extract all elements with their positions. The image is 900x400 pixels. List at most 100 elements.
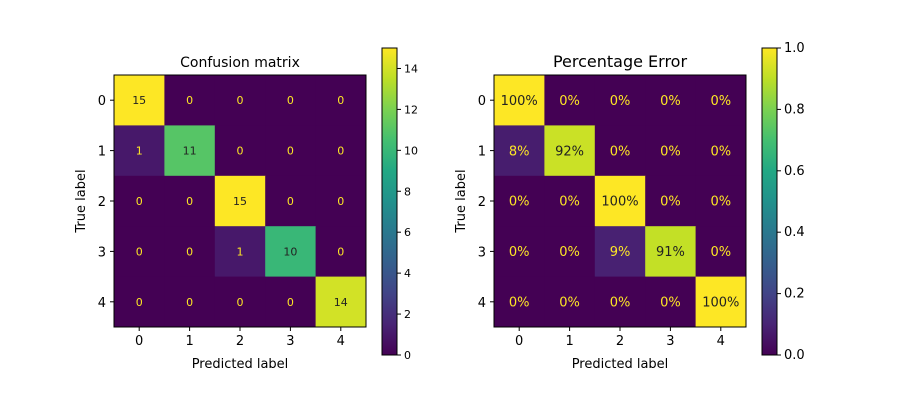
colorbar-tick-label: 0.6 [784, 164, 805, 179]
x-tick-label: 1 [185, 334, 193, 349]
heatmap-cell-r3-c4 [315, 226, 367, 278]
colorbar-tick-label: 0.8 [784, 102, 805, 117]
heatmap-cell-r1-c1 [164, 125, 216, 177]
heatmap-cell-r4-c4 [315, 276, 367, 328]
cell-label-r0-c2: 0% [610, 94, 631, 109]
cell-label-r1-c4: 0% [710, 144, 731, 159]
heatmap-cell-r2-c1 [544, 175, 596, 227]
y-tick-label: 0 [478, 94, 486, 109]
cell-label-r0-c3: 0% [660, 94, 681, 109]
x-tick-label: 0 [135, 334, 143, 349]
colorbar-tick-label: 0 [404, 349, 411, 362]
cell-label-r4-c2: 0 [237, 296, 244, 309]
colorbar-tick-label: 14 [404, 62, 418, 75]
heatmap-cells [114, 75, 367, 328]
heatmap-cell-r0-c4 [695, 75, 747, 126]
heatmap-cell-r0-c1 [544, 75, 596, 126]
y-tick-label: 1 [98, 145, 106, 160]
cell-label-r3-c4: 0% [710, 245, 731, 260]
cell-label-r2-c2: 15 [233, 195, 247, 208]
heatmap-cell-r1-c3 [265, 125, 317, 177]
cell-label-r2-c4: 0% [710, 195, 731, 210]
heatmap-cells [494, 75, 747, 328]
confusion-matrix-panel: Confusion matrix 15 0 0 0 01 11 0 0 00 0 15 0 00 0 1 10… [74, 47, 418, 372]
heatmap-cell-r2-c2 [214, 175, 266, 227]
cell-label-r4-c3: 0 [287, 296, 294, 309]
cell-label-r4-c3: 0% [660, 295, 681, 310]
heatmap-cell-r3-c3 [265, 226, 317, 278]
heatmap-cell-r4-c1 [544, 276, 596, 328]
y-axis-label: True label [74, 169, 89, 233]
colorbar-tick-label: 2 [404, 308, 411, 321]
heatmap-cell-r2-c0 [494, 175, 545, 227]
heatmap-cell-r1-c1 [544, 125, 596, 177]
cell-label-r4-c4: 100% [702, 295, 739, 310]
cell-label-r1-c4: 0 [337, 145, 344, 158]
heatmap-cell-r2-c2 [594, 175, 646, 227]
y-tick-label: 2 [478, 195, 486, 210]
heatmap-cell-r0-c1 [164, 75, 216, 126]
y-tick-label: 1 [478, 145, 486, 160]
heatmap-cell-r1-c2 [594, 125, 646, 177]
cell-label-r3-c0: 0 [136, 245, 143, 258]
heatmap-cell-r2-c3 [265, 175, 317, 227]
heatmap-cell-r3-c1 [164, 226, 216, 278]
cell-label-r3-c1: 0 [186, 245, 193, 258]
heatmap-cell-r2-c4 [315, 175, 367, 227]
y-tick-label: 0 [98, 94, 106, 109]
x-tick-label: 4 [717, 334, 725, 349]
colorbar-ticks: 0 2 4 6 8 10 12 14 [397, 62, 418, 362]
heatmap-cell-r4-c0 [494, 276, 545, 328]
cell-label-r2-c3: 0 [287, 195, 294, 208]
cell-label-r3-c2: 9% [610, 245, 631, 260]
heatmap-cell-r2-c4 [695, 175, 747, 227]
cell-label-r1-c2: 0 [237, 145, 244, 158]
cell-label-r3-c2: 1 [237, 245, 244, 258]
cell-label-r2-c0: 0% [509, 195, 530, 210]
cell-label-r1-c1: 92% [555, 144, 584, 159]
heatmap-cell-r4-c3 [645, 276, 697, 328]
colorbar-tick-label: 6 [404, 226, 411, 239]
colorbar [761, 47, 778, 356]
heatmap-cell-r3-c0 [494, 226, 545, 278]
heatmap-cell-r0-c0 [494, 75, 545, 126]
cell-label-r2-c2: 100% [601, 195, 638, 210]
x-axis-label: Predicted label [572, 357, 669, 372]
x-tick-label: 2 [236, 334, 244, 349]
colorbar-tick-label: 12 [404, 103, 418, 116]
heatmap-cell-r1-c4 [315, 125, 367, 177]
cell-label-r3-c0: 0% [509, 245, 530, 260]
x-tick-label: 3 [666, 334, 674, 349]
heatmap-cell-r4-c2 [594, 276, 646, 328]
cell-label-r4-c2: 0% [610, 295, 631, 310]
colorbar-tick-label: 4 [404, 267, 411, 280]
cell-label-r0-c4: 0 [337, 94, 344, 107]
heatmap-cell-r1-c0 [114, 125, 165, 177]
cell-label-r1-c3: 0% [660, 144, 681, 159]
colorbar-tick-label: 0.0 [784, 348, 805, 363]
heatmap-cell-r1-c4 [695, 125, 747, 177]
cell-label-r2-c4: 0 [337, 195, 344, 208]
cell-label-r1-c1: 11 [183, 145, 197, 158]
cell-label-r2-c3: 0% [660, 195, 681, 210]
y-tick-label: 2 [98, 195, 106, 210]
cell-label-r1-c0: 1 [136, 145, 143, 158]
colorbar-tick-label: 0.2 [784, 287, 805, 302]
cell-label-r0-c2: 0 [237, 94, 244, 107]
cell-label-r1-c2: 0% [610, 144, 631, 159]
colorbar-tick-label: 10 [404, 144, 418, 157]
heatmap-cell-r1-c2 [214, 125, 266, 177]
heatmap-cell-r0-c0 [114, 75, 165, 126]
heatmap-cell-r0-c3 [265, 75, 317, 126]
heatmap-cell-r3-c0 [114, 226, 165, 278]
cell-label-r0-c4: 0% [710, 94, 731, 109]
cell-label-r1-c0: 8% [509, 144, 530, 159]
y-tick-label: 3 [478, 245, 486, 260]
x-axis-label: Predicted label [192, 357, 289, 372]
cell-label-r4-c1: 0% [559, 295, 580, 310]
heatmap-cell-r0-c2 [214, 75, 266, 126]
heatmap-cell-r3-c2 [594, 226, 646, 278]
cell-label-r4-c4: 14 [334, 296, 348, 309]
x-tick-label: 4 [337, 334, 345, 349]
